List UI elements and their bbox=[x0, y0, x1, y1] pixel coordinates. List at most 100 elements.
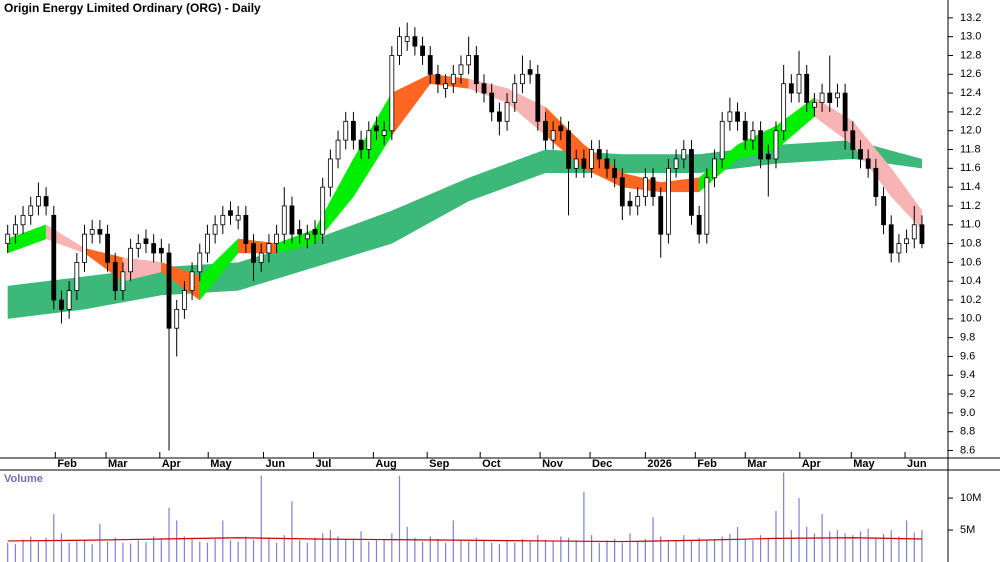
volume-bar bbox=[491, 542, 493, 562]
candle-body bbox=[304, 233, 310, 240]
y-tick-label: 12.4 bbox=[960, 87, 981, 99]
candle-body bbox=[604, 158, 610, 169]
volume-bar bbox=[160, 539, 162, 562]
candle-body bbox=[335, 139, 341, 160]
volume-bar bbox=[760, 535, 762, 562]
candle-body bbox=[496, 111, 502, 122]
x-tick-label: Apr bbox=[802, 458, 822, 470]
y-tick-label: 10.6 bbox=[960, 256, 981, 268]
candle-body bbox=[573, 158, 579, 169]
x-tick-label: Jul bbox=[315, 458, 331, 470]
x-tick-label: 2026 bbox=[647, 458, 671, 470]
x-tick-label: Dec bbox=[592, 458, 612, 470]
candle-body bbox=[550, 130, 556, 141]
candle-body bbox=[773, 130, 779, 160]
candle-body bbox=[297, 229, 303, 235]
candle-body bbox=[74, 261, 80, 291]
volume-bar bbox=[391, 533, 393, 562]
candle-body bbox=[619, 177, 625, 207]
volume-bar bbox=[844, 533, 846, 562]
y-tick-label: 10.2 bbox=[960, 294, 981, 306]
volume-bar bbox=[783, 472, 785, 562]
volume-bar bbox=[137, 540, 139, 562]
volume-bar bbox=[352, 539, 355, 562]
candle-body bbox=[197, 252, 203, 273]
volume-bar bbox=[99, 523, 101, 562]
candle-body bbox=[404, 36, 410, 42]
candle-body bbox=[566, 130, 571, 169]
candle-body bbox=[212, 224, 218, 235]
x-tick-label: Sep bbox=[429, 458, 449, 470]
candle-body bbox=[66, 290, 72, 310]
x-tick-label: May bbox=[853, 458, 875, 470]
x-tick-label: Mar bbox=[108, 458, 128, 470]
candle-body bbox=[719, 120, 725, 160]
volume-bar bbox=[852, 535, 854, 562]
volume-bar bbox=[176, 520, 178, 562]
volume-bar bbox=[53, 514, 55, 562]
candle-body bbox=[704, 177, 710, 235]
y-tick-label: 12.6 bbox=[960, 68, 981, 80]
candle-body bbox=[420, 45, 425, 56]
candle-body bbox=[181, 290, 187, 310]
volume-bar bbox=[637, 541, 639, 562]
candle-body bbox=[635, 196, 641, 207]
candle-body bbox=[174, 309, 180, 329]
x-tick-label: Jun bbox=[907, 458, 927, 470]
candle-body bbox=[881, 196, 886, 226]
volume-bar bbox=[468, 541, 470, 562]
candle-body bbox=[320, 186, 326, 235]
candle-body bbox=[135, 243, 141, 249]
candle-body bbox=[266, 243, 272, 254]
y-tick-label: 9.4 bbox=[960, 369, 975, 381]
candle-body bbox=[727, 111, 733, 122]
y-tick-label: 11.2 bbox=[960, 200, 981, 212]
volume-bar bbox=[106, 541, 109, 562]
volume-bar bbox=[122, 542, 124, 562]
candle-body bbox=[696, 214, 702, 235]
y-tick-label: 13.0 bbox=[960, 31, 981, 43]
candle-body bbox=[105, 233, 110, 263]
volume-bar bbox=[898, 536, 900, 562]
x-tick-label: Feb bbox=[57, 458, 77, 470]
candle-body bbox=[189, 271, 195, 291]
candle-body bbox=[520, 73, 525, 85]
candle-body bbox=[443, 83, 449, 89]
volume-bar bbox=[329, 530, 331, 562]
volume-bar bbox=[199, 541, 201, 562]
volume-bar bbox=[829, 531, 831, 562]
volume-bar bbox=[383, 539, 385, 562]
volume-bar bbox=[721, 536, 723, 562]
volume-bar bbox=[890, 530, 892, 562]
y-tick-label: 12.0 bbox=[960, 125, 981, 137]
volume-bar bbox=[790, 530, 792, 562]
volume-bar bbox=[544, 539, 547, 562]
candle-body bbox=[366, 130, 372, 150]
x-tick-label: Feb bbox=[697, 458, 717, 470]
candle-body bbox=[289, 205, 295, 235]
volume-bar bbox=[30, 536, 32, 562]
candle-body bbox=[381, 130, 387, 136]
candle-body bbox=[466, 55, 472, 66]
candle-body bbox=[358, 139, 364, 150]
candle-body bbox=[281, 205, 287, 235]
candle-body bbox=[858, 149, 863, 160]
candle-body bbox=[97, 229, 103, 235]
candle-body bbox=[28, 205, 34, 216]
x-tick-label: Aug bbox=[375, 458, 396, 470]
candle-body bbox=[389, 55, 395, 132]
volume-bar bbox=[644, 539, 646, 562]
y-tick-label: 10M bbox=[960, 492, 981, 504]
volume-bar bbox=[337, 536, 339, 562]
volume-bar bbox=[806, 526, 808, 562]
y-tick-label: 8.8 bbox=[960, 426, 975, 438]
candle-body bbox=[450, 73, 456, 85]
y-tick-label: 12.8 bbox=[960, 49, 981, 61]
y-tick-label: 10.4 bbox=[960, 275, 981, 287]
long-band bbox=[7, 140, 922, 319]
volume-bar bbox=[475, 537, 477, 562]
candle-body bbox=[82, 233, 87, 263]
volume-bar bbox=[299, 540, 301, 562]
y-tick-label: 11.8 bbox=[960, 143, 981, 155]
volume-bar bbox=[905, 520, 908, 562]
